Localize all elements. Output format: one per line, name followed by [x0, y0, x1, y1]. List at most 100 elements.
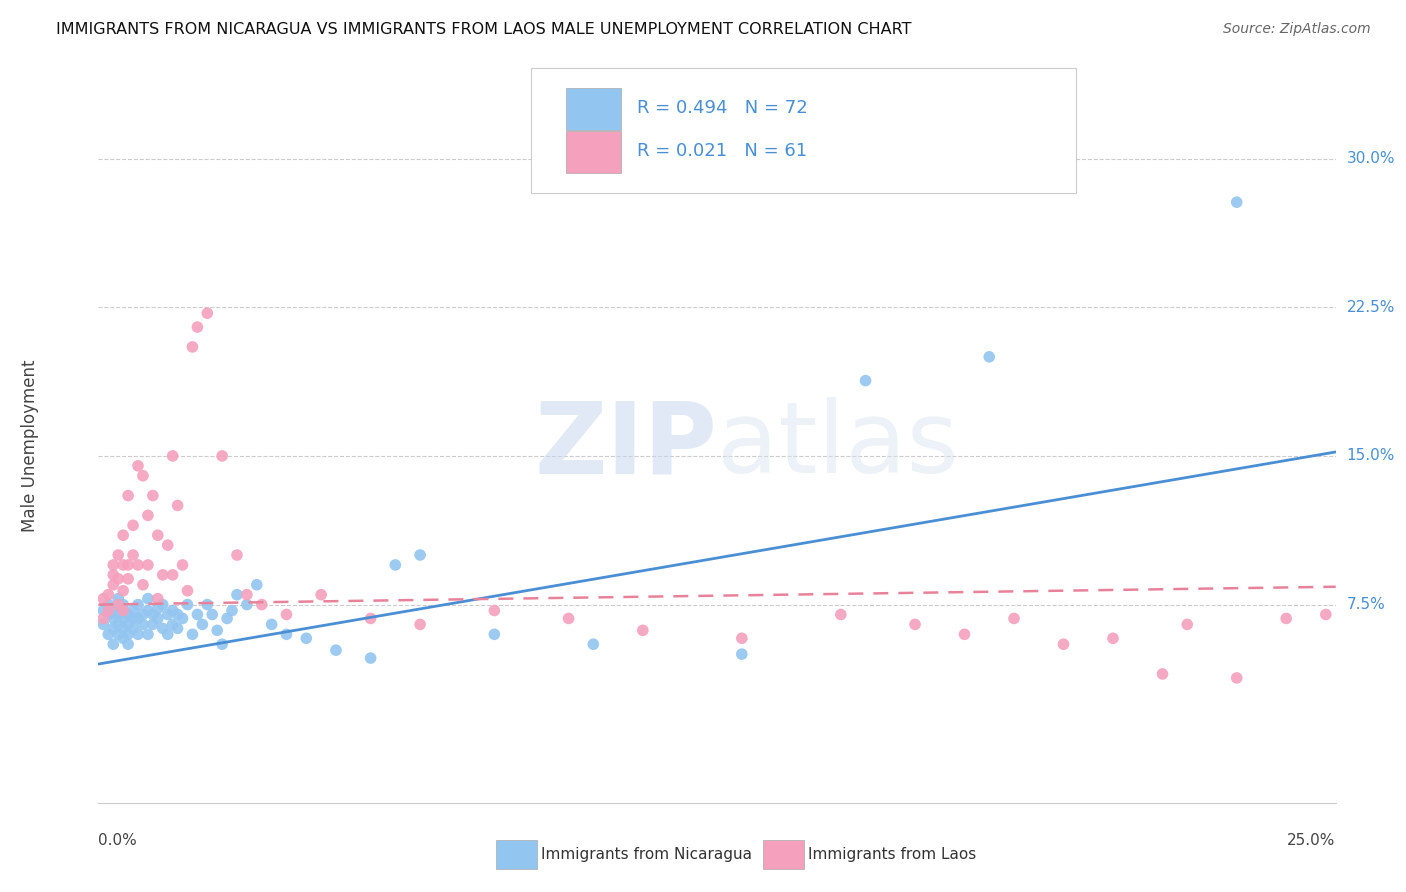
Point	[122, 603, 145, 617]
Point	[142, 489, 165, 503]
Point	[166, 621, 188, 635]
Point	[1102, 632, 1125, 646]
Text: Immigrants from Nicaragua: Immigrants from Nicaragua	[541, 847, 752, 862]
Point	[260, 617, 283, 632]
Point	[830, 607, 852, 622]
Point	[142, 617, 165, 632]
Point	[146, 591, 169, 606]
Point	[146, 601, 169, 615]
Point	[309, 588, 332, 602]
Point	[107, 591, 129, 606]
Point	[107, 598, 129, 612]
Point	[221, 603, 243, 617]
Text: Male Unemployment: Male Unemployment	[21, 359, 39, 533]
Point	[236, 598, 259, 612]
Point	[1002, 611, 1025, 625]
Point	[103, 637, 125, 651]
Point	[904, 617, 927, 632]
Point	[557, 611, 579, 625]
Point	[979, 350, 1001, 364]
Point	[112, 621, 135, 635]
Point	[112, 603, 135, 617]
Point	[112, 611, 135, 625]
Point	[97, 588, 120, 602]
Point	[1226, 195, 1249, 210]
Point	[186, 607, 208, 622]
Point	[117, 637, 139, 651]
Text: Immigrants from Laos: Immigrants from Laos	[808, 847, 977, 862]
Point	[146, 611, 169, 625]
Point	[181, 627, 204, 641]
Text: ZIP: ZIP	[534, 398, 717, 494]
FancyBboxPatch shape	[567, 87, 620, 130]
Point	[201, 607, 224, 622]
Text: R = 0.021   N = 61: R = 0.021 N = 61	[637, 143, 807, 161]
Point	[172, 611, 194, 625]
Point	[953, 627, 976, 641]
Point	[117, 572, 139, 586]
Point	[246, 578, 269, 592]
Point	[132, 607, 155, 622]
Point	[211, 449, 233, 463]
Point	[325, 643, 347, 657]
Point	[176, 583, 198, 598]
FancyBboxPatch shape	[567, 130, 620, 173]
Point	[295, 632, 318, 646]
Point	[176, 598, 198, 612]
Point	[166, 499, 188, 513]
Point	[117, 617, 139, 632]
Point	[107, 548, 129, 562]
Point	[152, 621, 174, 635]
Point	[1152, 667, 1174, 681]
Text: 25.0%: 25.0%	[1288, 833, 1336, 848]
Point	[152, 598, 174, 612]
Point	[162, 617, 184, 632]
Point	[112, 632, 135, 646]
Point	[136, 591, 159, 606]
Point	[484, 603, 506, 617]
Point	[93, 611, 115, 625]
Point	[112, 603, 135, 617]
Point	[122, 548, 145, 562]
Point	[103, 558, 125, 572]
Point	[132, 578, 155, 592]
Point	[731, 632, 754, 646]
Point	[136, 558, 159, 572]
Point	[107, 627, 129, 641]
Text: 15.0%: 15.0%	[1347, 449, 1395, 464]
Point	[1226, 671, 1249, 685]
Point	[217, 611, 239, 625]
Point	[360, 611, 382, 625]
Point	[631, 624, 654, 638]
Point	[112, 528, 135, 542]
Point	[107, 607, 129, 622]
Text: IMMIGRANTS FROM NICARAGUA VS IMMIGRANTS FROM LAOS MALE UNEMPLOYMENT CORRELATION : IMMIGRANTS FROM NICARAGUA VS IMMIGRANTS …	[56, 22, 911, 37]
Point	[156, 607, 179, 622]
Point	[112, 583, 135, 598]
Point	[226, 548, 249, 562]
Point	[166, 607, 188, 622]
Point	[146, 528, 169, 542]
Point	[127, 611, 149, 625]
Point	[156, 538, 179, 552]
Point	[97, 603, 120, 617]
Point	[409, 617, 432, 632]
Point	[103, 567, 125, 582]
Point	[112, 598, 135, 612]
Point	[276, 627, 298, 641]
Point	[195, 598, 218, 612]
Point	[136, 508, 159, 523]
Point	[132, 617, 155, 632]
Text: Source: ZipAtlas.com: Source: ZipAtlas.com	[1223, 22, 1371, 37]
Text: 22.5%: 22.5%	[1347, 300, 1395, 315]
Point	[103, 611, 125, 625]
Point	[132, 468, 155, 483]
Point	[162, 449, 184, 463]
Point	[1052, 637, 1074, 651]
Point	[117, 489, 139, 503]
Text: atlas: atlas	[717, 398, 959, 494]
Point	[103, 621, 125, 635]
Point	[107, 572, 129, 586]
Point	[484, 627, 506, 641]
Point	[855, 374, 877, 388]
